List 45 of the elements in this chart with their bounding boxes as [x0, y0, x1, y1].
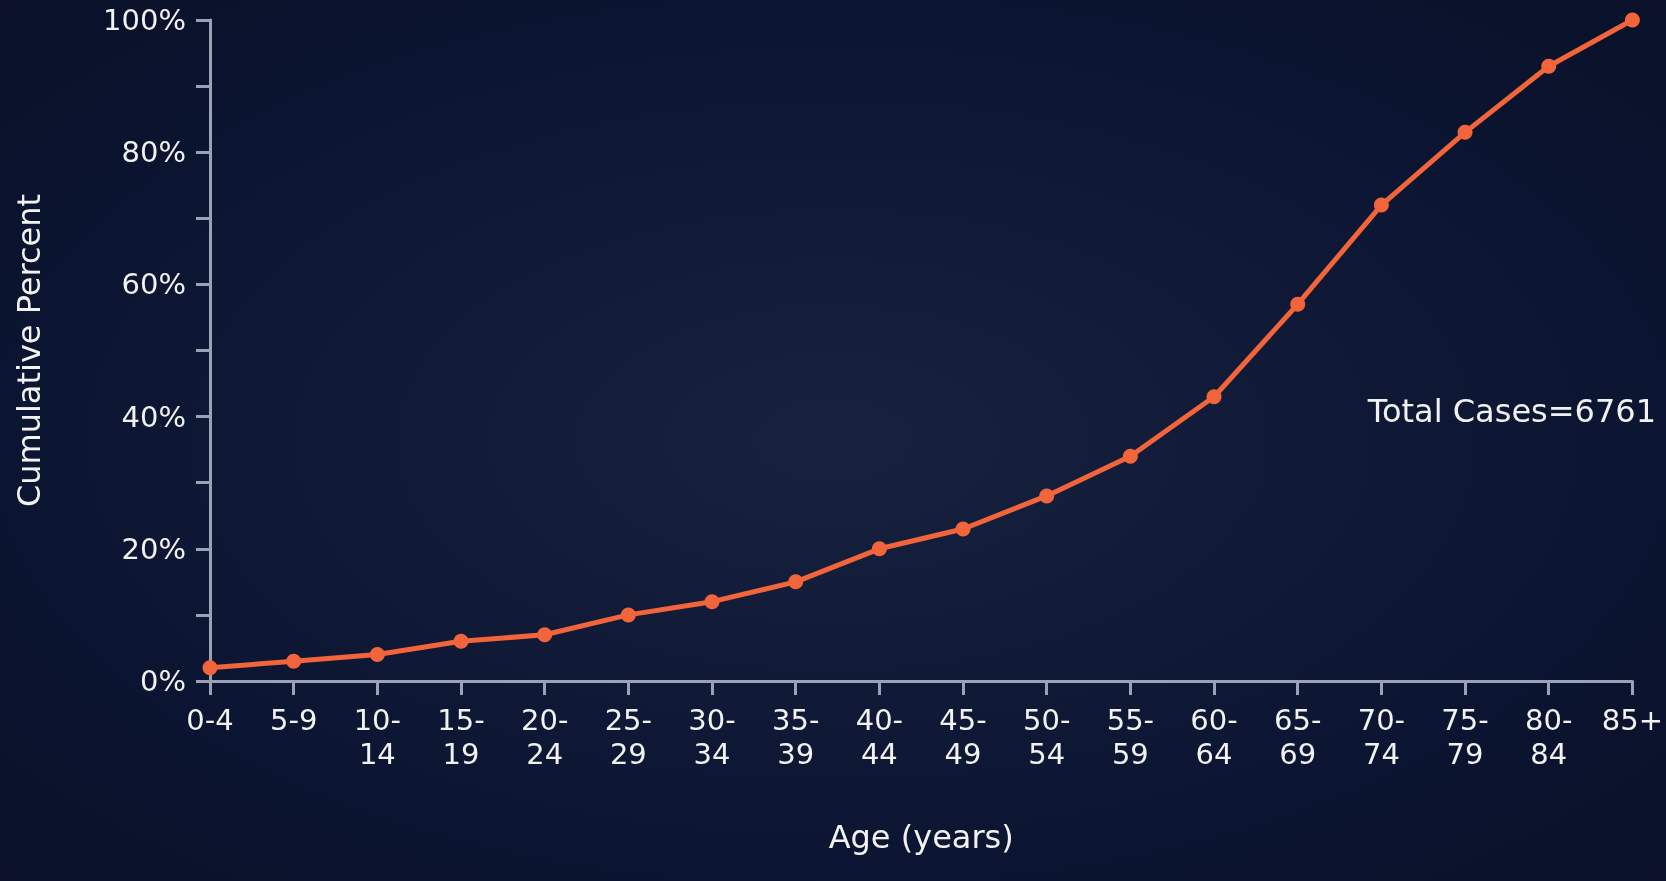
x-tick-label: 25-29: [604, 703, 653, 771]
x-tick-label: 55-59: [1106, 703, 1155, 771]
point: [1457, 124, 1473, 140]
x-tick-label: 75-79: [1441, 703, 1489, 771]
y-tick-label: 60%: [121, 267, 186, 302]
point: [537, 627, 553, 643]
x-tick-label: 15-19: [437, 703, 485, 771]
point: [1122, 448, 1138, 464]
annotation: Total Cases=6761: [1366, 392, 1656, 430]
point: [286, 653, 302, 669]
x-tick-label: 20-24: [520, 703, 569, 771]
x-tick-label: 45-49: [939, 703, 987, 771]
point: [620, 607, 636, 623]
x-tick-label: 30-34: [688, 703, 736, 771]
point: [704, 594, 720, 610]
x-tick-label: 5-9: [269, 703, 318, 737]
y-tick-label: 20%: [121, 531, 186, 566]
point: [1541, 58, 1557, 74]
x-tick-label: 85+: [1601, 703, 1663, 737]
y-tick-label: 40%: [121, 399, 186, 434]
x-tick-label: 70-74: [1357, 703, 1406, 771]
x-tick-label: 65-69: [1274, 703, 1322, 771]
point: [955, 521, 971, 537]
x-tick-label: 0-4: [186, 703, 234, 737]
y-tick-label: 80%: [121, 135, 186, 170]
point: [1624, 12, 1640, 28]
point: [369, 647, 385, 663]
y-axis-title: Cumulative Percent: [10, 193, 48, 508]
point: [1373, 197, 1389, 213]
point: [871, 541, 887, 557]
x-tick-label: 35-39: [772, 703, 820, 771]
x-tick-label: 50-54: [1023, 703, 1071, 771]
point: [453, 633, 469, 649]
point: [202, 660, 218, 676]
x-tick-label: 10-14: [353, 703, 402, 771]
point: [1039, 488, 1055, 504]
x-tick-label: 40-44: [855, 703, 904, 771]
y-tick-label: 100%: [103, 3, 186, 37]
y-tick-label: 0%: [139, 664, 186, 698]
x-tick-label: 80-84: [1525, 703, 1573, 771]
x-tick-label: 60-64: [1190, 703, 1238, 771]
point: [1206, 389, 1222, 405]
x-axis-title: Age (years): [828, 818, 1014, 856]
point: [1290, 296, 1306, 312]
point: [788, 574, 804, 590]
